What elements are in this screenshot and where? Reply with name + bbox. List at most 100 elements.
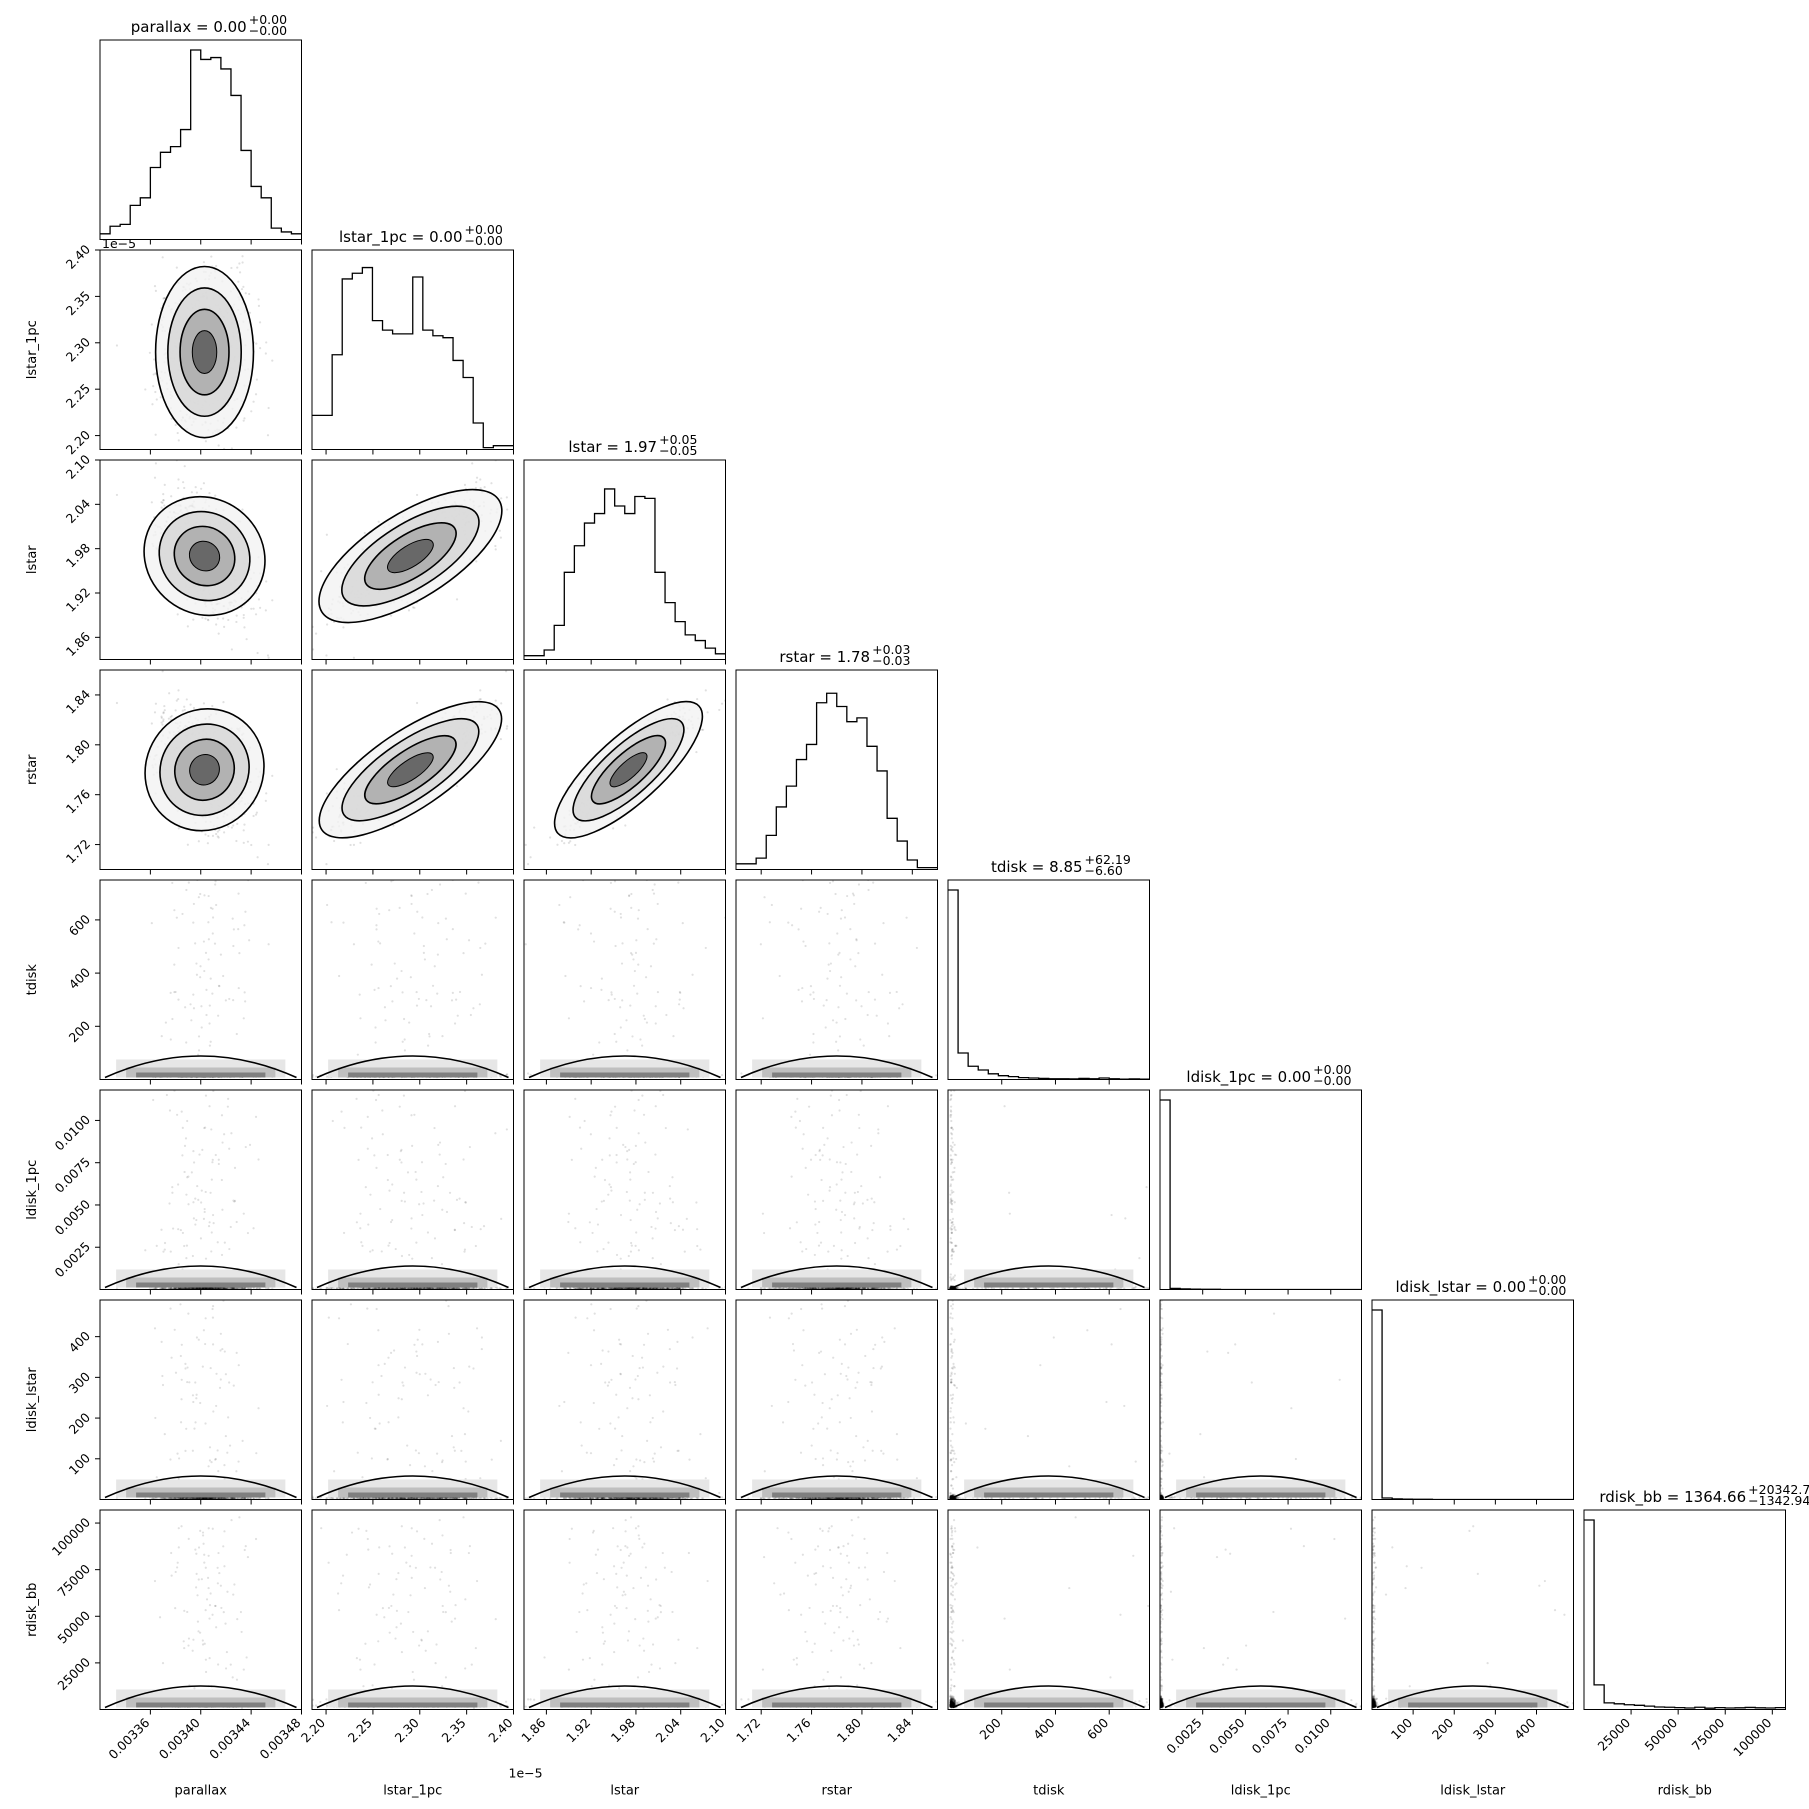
sample-point <box>533 826 535 828</box>
sample-point <box>192 618 194 620</box>
sample-point <box>245 292 247 294</box>
sample-point <box>259 321 261 323</box>
sample-point <box>192 994 194 996</box>
sample-point <box>695 751 697 753</box>
sample-point <box>326 623 328 625</box>
sample-point <box>408 609 410 611</box>
sample-point <box>177 432 179 434</box>
sample-point <box>257 856 259 858</box>
sample-point <box>176 267 178 269</box>
y-tick-label: 2.40 <box>63 241 93 271</box>
y-tick-label: 1.76 <box>63 786 93 816</box>
sample-point <box>480 698 482 700</box>
panel-content <box>289 670 526 873</box>
sample-point <box>201 617 203 619</box>
hist-lstar <box>524 489 726 656</box>
sample-point <box>265 341 267 343</box>
sample-point <box>244 1000 246 1002</box>
sample-point <box>179 470 181 472</box>
sample-point <box>162 444 164 446</box>
sample-point <box>231 648 233 650</box>
sample-point <box>168 718 170 720</box>
sample-point <box>187 844 189 846</box>
sample-point <box>204 617 206 619</box>
sample-point <box>227 619 229 621</box>
sample-point <box>173 964 175 966</box>
sample-point <box>500 738 502 740</box>
sample-point <box>569 840 571 842</box>
sample-point <box>243 829 245 831</box>
sample-point <box>184 465 186 467</box>
sample-point <box>211 705 213 707</box>
sample-point <box>225 999 227 1001</box>
sample-point <box>308 840 310 842</box>
hist-lstar_1pc <box>312 268 514 448</box>
sample-point <box>243 417 245 419</box>
sample-point <box>168 692 170 694</box>
sample-point <box>152 385 154 387</box>
sample-point <box>149 352 151 354</box>
sample-point <box>515 841 517 843</box>
panel-content <box>289 444 526 668</box>
sample-point <box>187 625 189 627</box>
sample-point <box>243 420 245 422</box>
sample-point <box>160 396 162 398</box>
y-tick-label: 1.98 <box>63 540 93 570</box>
sample-point <box>250 844 252 846</box>
sample-point <box>232 999 234 1001</box>
sample-point <box>171 1018 173 1020</box>
sample-point <box>326 792 328 794</box>
sample-point <box>177 689 179 691</box>
sample-point <box>268 657 270 659</box>
sample-point <box>211 908 213 910</box>
sample-point <box>243 924 245 926</box>
sample-point <box>320 570 322 572</box>
sample-point <box>728 692 730 694</box>
sample-point <box>307 638 309 640</box>
sample-point <box>208 895 210 897</box>
sample-point <box>238 262 240 264</box>
sample-point <box>154 711 156 713</box>
sample-point <box>186 698 188 700</box>
sample-point <box>258 598 260 600</box>
panel-content <box>515 670 742 873</box>
panel-lstar_1pc-vs-lstar_1pc <box>312 250 514 455</box>
sample-point <box>256 811 258 813</box>
sample-point <box>514 465 516 467</box>
sample-point <box>244 911 246 913</box>
sample-point <box>223 831 225 833</box>
sample-point <box>456 785 458 787</box>
sample-point <box>196 974 198 976</box>
sample-point <box>721 703 723 705</box>
sample-point <box>248 939 250 941</box>
sample-point <box>160 715 162 717</box>
sample-point <box>309 652 311 654</box>
sample-point <box>187 465 189 467</box>
sample-point <box>176 917 178 919</box>
sample-point <box>209 1004 211 1006</box>
sample-point <box>243 617 245 619</box>
sample-point <box>210 1041 212 1043</box>
sample-point <box>189 703 191 705</box>
sample-point <box>500 537 502 539</box>
sample-point <box>222 617 224 619</box>
sample-point <box>740 670 742 672</box>
sample-point <box>252 401 254 403</box>
sample-point <box>506 496 508 498</box>
y-tick-label: 1.72 <box>63 836 93 866</box>
sample-point <box>326 534 328 536</box>
sample-point <box>178 439 180 441</box>
sample-point <box>243 1017 245 1019</box>
sample-point <box>218 985 220 987</box>
sample-point <box>257 450 259 452</box>
sample-point <box>198 896 200 898</box>
panel-content <box>100 50 302 234</box>
sample-point <box>500 702 502 704</box>
sample-point <box>218 444 220 446</box>
sample-point <box>203 702 205 704</box>
sample-point <box>255 814 257 816</box>
sample-point <box>203 940 205 942</box>
sample-point <box>499 530 501 532</box>
sample-point <box>196 491 198 493</box>
sample-point <box>243 842 245 844</box>
